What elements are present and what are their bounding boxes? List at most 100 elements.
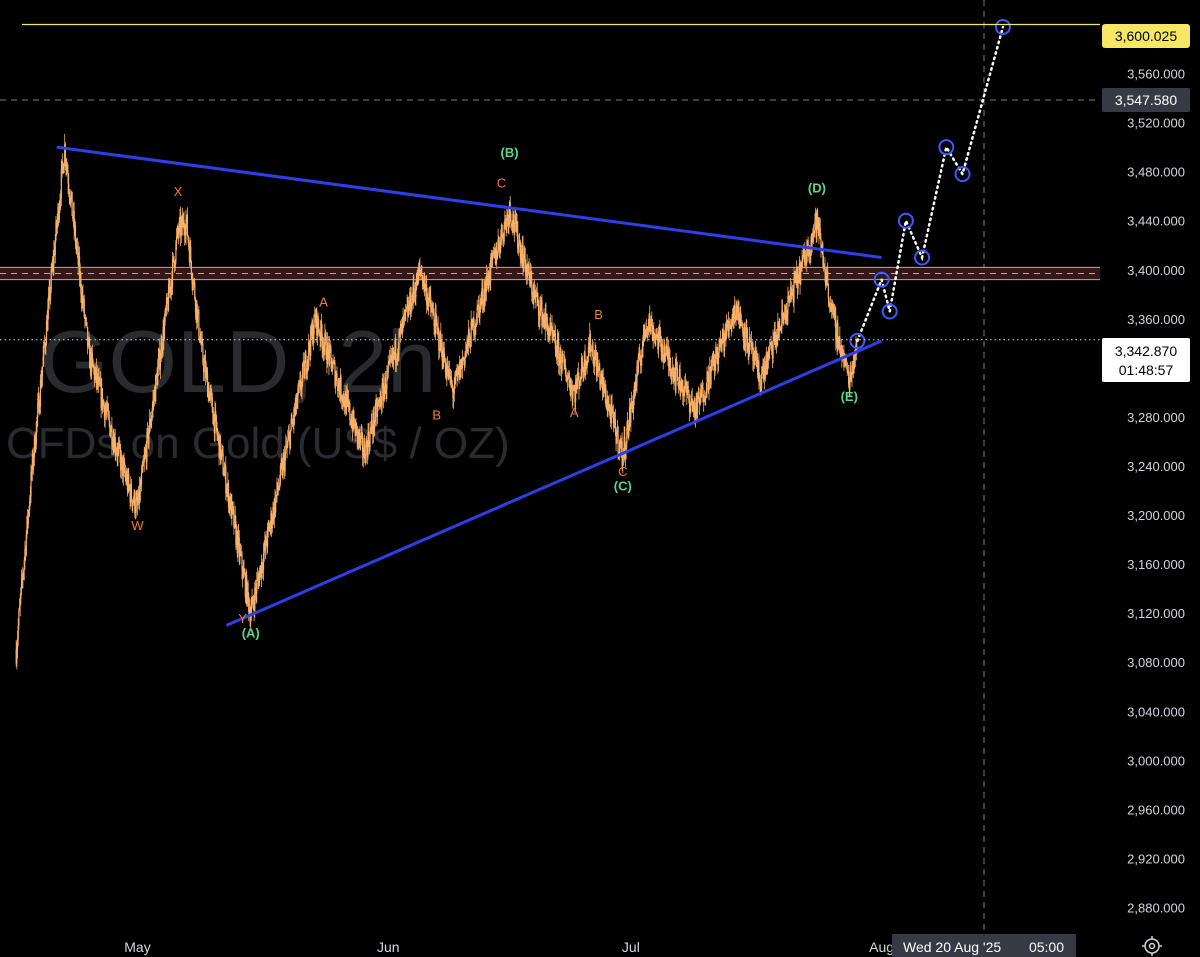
candle-body	[420, 270, 422, 275]
candle-body	[795, 272, 797, 284]
candle-body	[255, 590, 257, 594]
candle-body	[147, 428, 149, 444]
candle-body	[278, 487, 280, 489]
candle-body	[531, 279, 533, 295]
candle-body	[816, 209, 819, 229]
candle-body	[836, 323, 838, 345]
candle-body	[370, 429, 372, 431]
candle-body	[645, 328, 647, 330]
candle-body	[184, 234, 186, 236]
time-axis[interactable]: May Jun Jul Aug	[124, 939, 894, 955]
price-tick: 3,280.000	[1127, 410, 1185, 425]
wave-label: W	[131, 518, 144, 533]
watermark-description: CFDs on Gold (US$ / OZ)	[6, 419, 510, 468]
candle-body	[684, 381, 687, 387]
candle-body	[595, 358, 598, 377]
candle-body	[648, 315, 650, 328]
candle-body	[218, 435, 220, 459]
candle-body	[543, 316, 545, 322]
candle-body	[518, 240, 520, 247]
candle-body	[616, 434, 618, 444]
candle-body	[615, 432, 617, 444]
price-axis[interactable]: 3,560.000 3,520.000 3,480.000 3,440.000 3,40…	[1127, 67, 1185, 916]
candle-body	[622, 454, 625, 456]
candle-body	[368, 443, 370, 448]
candle-body	[614, 412, 616, 420]
candle-body	[295, 395, 297, 408]
candle-body	[197, 310, 199, 312]
candle-body	[362, 435, 364, 456]
candle-body	[209, 391, 211, 395]
price-tick: 3,000.000	[1127, 753, 1185, 768]
candle-body	[740, 312, 742, 324]
projection-point-1	[873, 271, 890, 288]
candle-body	[620, 441, 622, 448]
candle-body	[537, 293, 539, 301]
candle-body	[841, 350, 844, 359]
candle-body	[323, 345, 325, 353]
candle-body	[583, 372, 585, 376]
candle-body	[651, 318, 653, 325]
candle-body	[534, 290, 536, 298]
projection-path[interactable]	[849, 18, 1011, 349]
candle-body	[95, 367, 97, 383]
candle-body	[455, 373, 457, 375]
candle-body	[711, 359, 713, 367]
trendlines[interactable]	[56, 145, 883, 627]
candle-body	[850, 374, 852, 379]
candle-body	[439, 332, 441, 351]
candle-body	[426, 284, 428, 306]
candle-body	[444, 361, 446, 363]
candle-body	[529, 274, 531, 286]
wave-label: (E)	[841, 389, 858, 404]
candle-body	[677, 376, 679, 386]
candle-body	[26, 516, 28, 535]
settings-gear-icon[interactable]	[1142, 936, 1162, 956]
candle-body	[365, 441, 367, 463]
candle-body	[835, 339, 838, 345]
candle-body	[779, 326, 781, 328]
candle-body	[322, 345, 325, 353]
last-price-badge: 3,342.870 01:48:57	[1102, 338, 1190, 382]
crosshair-time-date: Wed 20 Aug '25	[903, 939, 1001, 955]
candle-body	[181, 216, 183, 223]
candle-body	[47, 308, 49, 331]
candle-body	[227, 482, 230, 508]
candle-body	[612, 413, 614, 424]
candle-body	[467, 329, 470, 347]
candle-body	[723, 334, 726, 351]
candle-body	[760, 387, 762, 393]
candle-body	[533, 289, 535, 300]
candle-body	[500, 235, 502, 249]
candle-body	[229, 496, 232, 510]
time-tick: Aug	[869, 939, 894, 955]
candle-body	[334, 362, 336, 386]
candle-body	[844, 359, 846, 362]
candle-body	[750, 341, 753, 348]
candle-body	[641, 347, 643, 356]
candle-body	[754, 350, 756, 366]
candle-body	[345, 393, 347, 414]
candle-body	[405, 307, 408, 311]
candle-body	[480, 297, 482, 304]
resistance-zone[interactable]	[0, 266, 1100, 281]
candle-body	[177, 227, 179, 232]
candle-body	[171, 259, 174, 288]
crosshair-time-clock: 05:00	[1029, 939, 1064, 955]
candle-body	[116, 452, 118, 457]
candle-body	[123, 461, 125, 463]
candle-body	[368, 432, 370, 444]
candle-body	[536, 293, 538, 296]
candle-body	[374, 421, 376, 428]
candle-body	[95, 367, 97, 373]
candle-body	[343, 394, 345, 403]
candle-body	[802, 250, 805, 258]
candle-body	[220, 451, 222, 460]
candle-body	[528, 263, 530, 275]
candle-body	[89, 343, 91, 369]
candle-body	[235, 521, 237, 545]
candle-body	[820, 239, 822, 251]
candle-body	[358, 432, 360, 441]
